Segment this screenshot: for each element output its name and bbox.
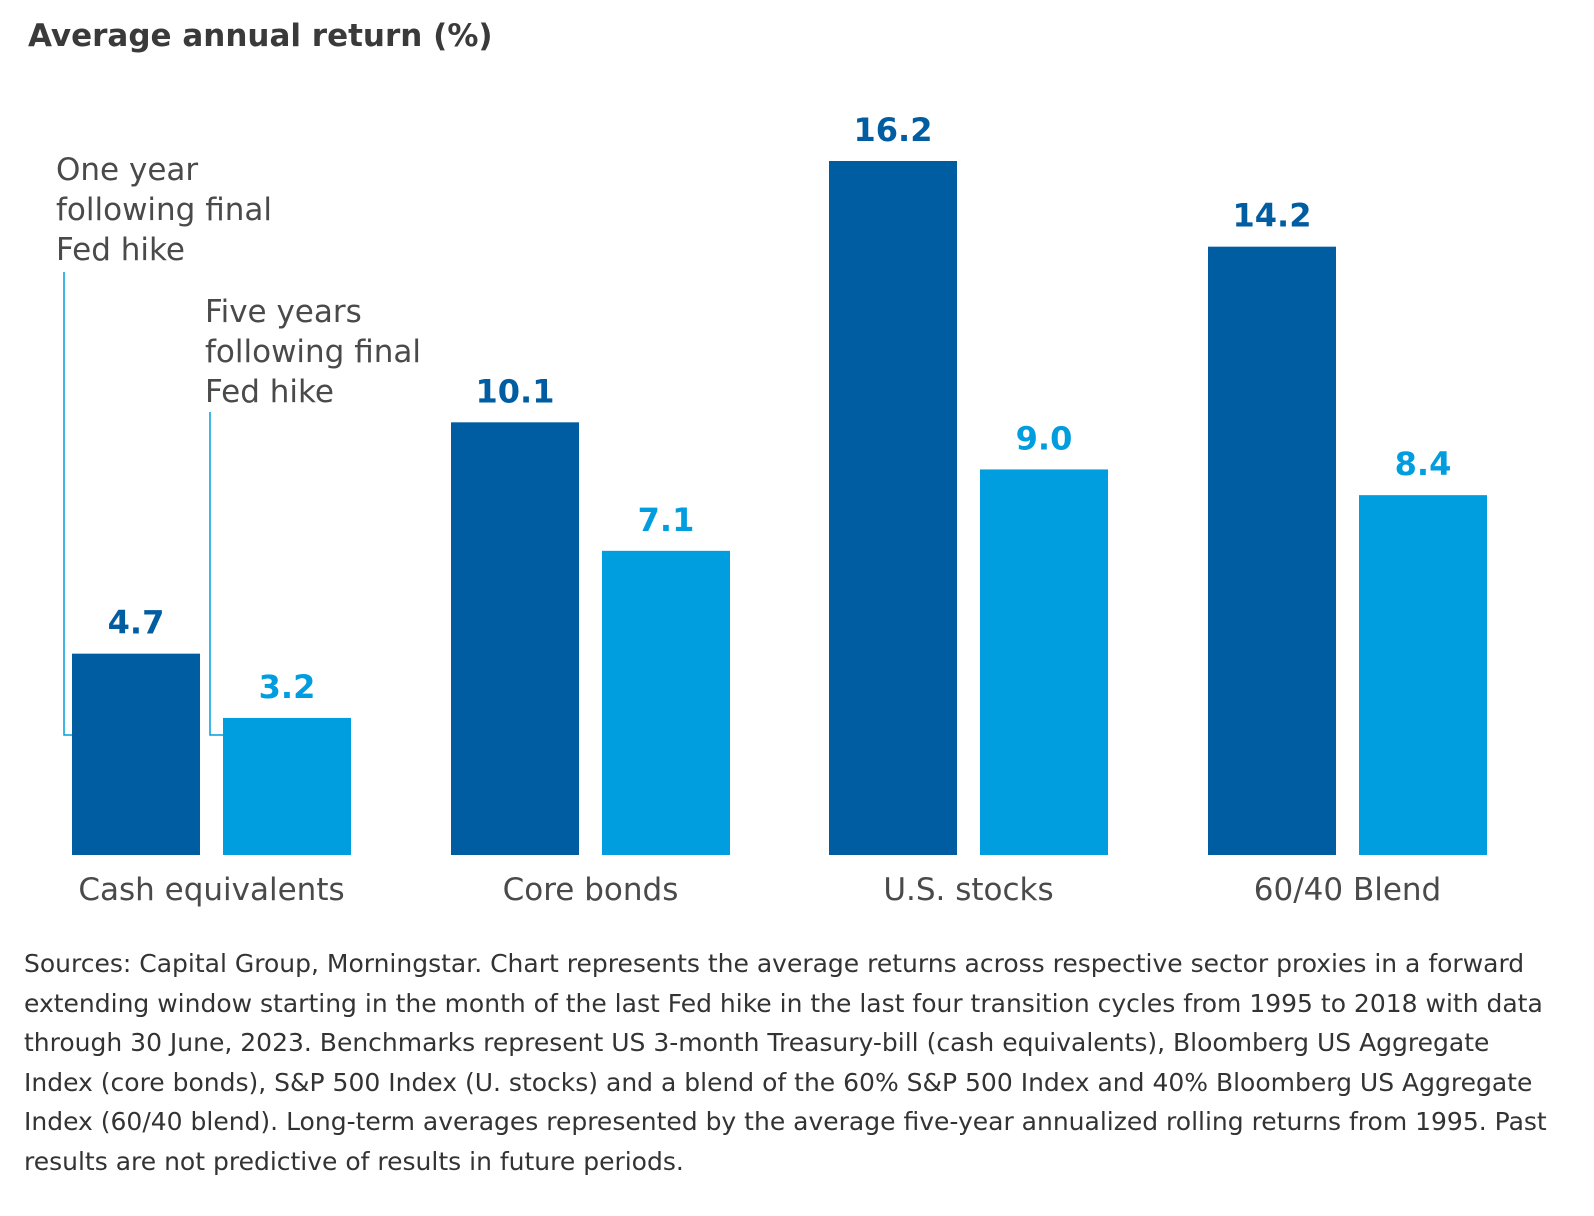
value-label: 8.4 (1395, 445, 1452, 483)
leader-line-one-year (64, 272, 72, 735)
bar-60-40-blend-series-1 (1208, 247, 1336, 855)
leader-line-five-years (210, 412, 223, 735)
value-label: 14.2 (1233, 197, 1312, 235)
bar-u-s-stocks-series-1 (829, 161, 957, 855)
bar-60-40-blend-series-2 (1359, 495, 1487, 855)
category-label: Core bonds (503, 872, 679, 908)
bar-core-bonds-series-2 (602, 551, 730, 855)
category-label: U.S. stocks (883, 872, 1053, 908)
bar-chart: 4.7 3.2 Cash equivalents 10.1 7.1 Core bonds 1… (0, 0, 1594, 940)
value-label: 7.1 (638, 501, 695, 539)
bar-core-bonds-series-1 (451, 422, 579, 855)
category-label: 60/40 Blend (1254, 872, 1441, 908)
bar-cash-equivalents-series-2 (223, 718, 351, 855)
value-label: 16.2 (854, 111, 933, 149)
bar-cash-equivalents-series-1 (72, 654, 200, 855)
value-label: 4.7 (108, 604, 165, 642)
value-label: 9.0 (1016, 419, 1073, 457)
sources-footnote: Sources: Capital Group, Morningstar. Cha… (24, 944, 1564, 1181)
legend-one-year: One year following final Fed hike (56, 150, 272, 270)
value-label: 3.2 (259, 668, 316, 706)
legend-five-years: Five years following final Fed hike (205, 292, 421, 412)
bar-u-s-stocks-series-2 (980, 469, 1108, 855)
category-label: Cash equivalents (78, 872, 344, 908)
value-label: 10.1 (476, 372, 555, 410)
